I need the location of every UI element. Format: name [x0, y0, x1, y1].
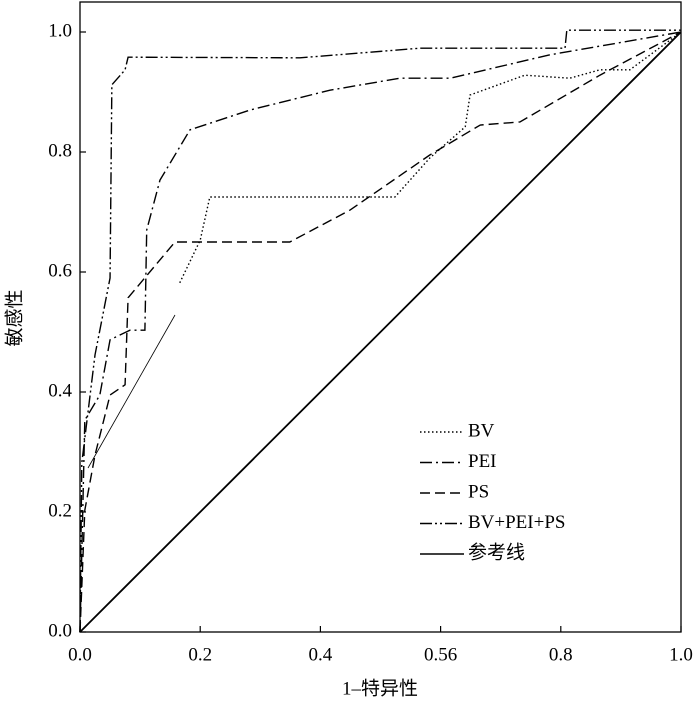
annotation-line: [87, 314, 176, 469]
y-tick-label: 0.2: [48, 500, 72, 521]
y-axis-label: 敏感性: [3, 289, 25, 346]
plot-frame: [79, 1, 682, 633]
y-tick-label: 0.8: [48, 140, 72, 161]
y-tick-label: 1.0: [48, 20, 72, 41]
legend-label: 参考线: [468, 541, 525, 563]
legend-label: PEI: [468, 451, 497, 472]
series-line: [79, 29, 681, 633]
legend-label: PS: [468, 481, 489, 502]
series-line: [79, 31, 682, 633]
x-tick-label: 0.2: [188, 644, 212, 665]
y-tick-label: 0.6: [48, 260, 72, 281]
y-tick-label: 0.4: [48, 380, 72, 401]
x-tick-label: 0.56: [424, 644, 457, 665]
legend-label: BV: [468, 420, 495, 441]
series-line: [79, 31, 682, 633]
series-line: [179, 31, 682, 284]
x-tick-label: 0.0: [68, 644, 92, 665]
x-axis-label: 1–特异性: [342, 677, 418, 699]
legend-label: BV+PEI+PS: [468, 512, 565, 533]
x-tick-label: 0.8: [549, 644, 573, 665]
y-tick-label: 0.0: [48, 620, 72, 641]
x-tick-label: 1.0: [669, 644, 693, 665]
x-tick-label: 0.4: [309, 644, 333, 665]
series-line: [79, 31, 682, 633]
